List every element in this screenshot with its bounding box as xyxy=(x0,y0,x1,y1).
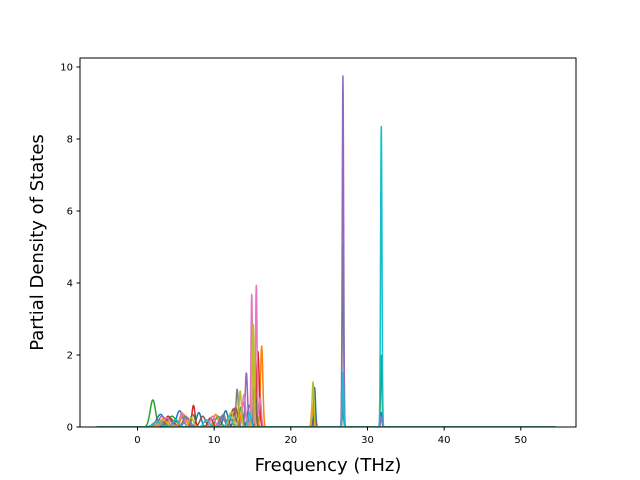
x-tick-label: 30 xyxy=(361,435,374,446)
x-tick-label: 0 xyxy=(134,435,140,446)
y-tick-label: 8 xyxy=(67,135,73,146)
pdos-series-9 xyxy=(96,323,556,427)
y-tick-label: 6 xyxy=(67,207,73,218)
y-axis-label: Partial Density of States xyxy=(27,134,48,351)
x-tick-label: 40 xyxy=(438,435,451,446)
plot-area xyxy=(96,75,556,427)
y-axis: 0 2 4 6 8 10 xyxy=(60,63,80,434)
x-axis-label: Frequency (THz) xyxy=(255,455,402,476)
pdos-series-3 xyxy=(96,345,556,427)
y-tick-label: 4 xyxy=(67,279,73,290)
y-tick-label: 2 xyxy=(67,351,73,362)
plot-frame xyxy=(79,57,577,428)
pdos-series-5 xyxy=(96,75,556,427)
x-tick-label: 20 xyxy=(284,435,297,446)
pdos-series-4 xyxy=(96,350,556,427)
x-axis: 0 10 20 30 40 50 xyxy=(134,427,527,446)
x-tick-label: 10 xyxy=(208,435,221,446)
y-tick-label: 0 xyxy=(67,423,73,434)
y-tick-label: 10 xyxy=(60,63,73,74)
pdos-series-7 xyxy=(96,284,556,427)
pdos-series-10 xyxy=(96,125,556,427)
pdos-series-1 xyxy=(96,244,556,427)
x-tick-label: 50 xyxy=(514,435,527,446)
